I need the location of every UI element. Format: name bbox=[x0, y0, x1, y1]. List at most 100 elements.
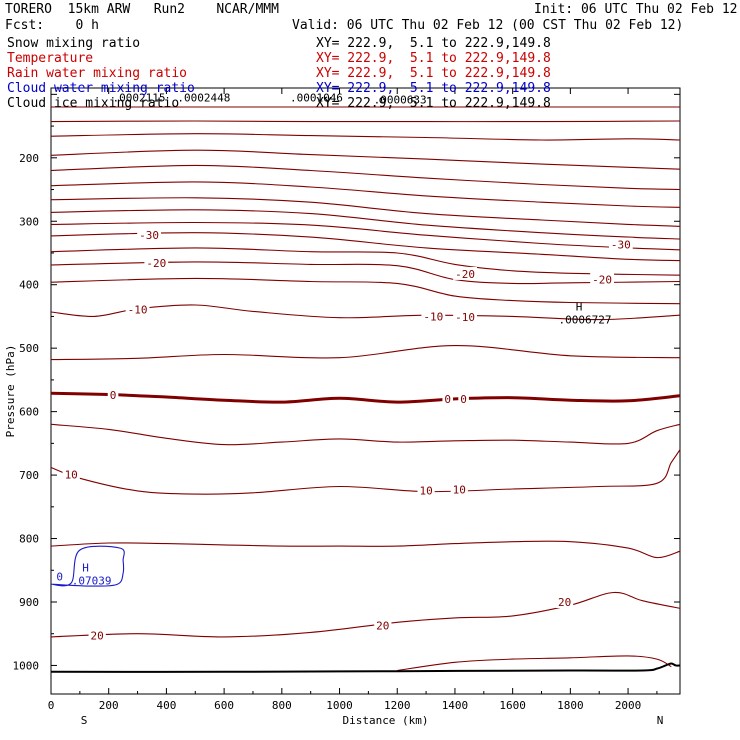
field-temperature-name: Temperature bbox=[7, 51, 94, 66]
field-cloudice-range: XY= 222.9, 5.1 to 222.9,149.8 bbox=[316, 96, 551, 111]
terrain-line bbox=[50, 662, 681, 673]
x-tick-label: 0 bbox=[48, 699, 55, 712]
temperature-contour-label: 10 bbox=[419, 484, 432, 497]
temperature-contour-label: -10 bbox=[455, 311, 475, 324]
cloud-water-max-value: .07039 bbox=[72, 575, 112, 588]
end-label-north: N bbox=[657, 714, 664, 727]
y-tick-label: 500 bbox=[19, 342, 39, 355]
temperature-contour-label: -20 bbox=[455, 268, 475, 281]
x-tick-label: 2000 bbox=[615, 699, 642, 712]
temperature-contour bbox=[50, 232, 681, 262]
forecast-hour: Fcst: 0 h bbox=[5, 18, 99, 33]
temperature-contour-label: -30 bbox=[611, 239, 631, 252]
temperature-contour bbox=[50, 423, 681, 446]
y-tick-label: 800 bbox=[19, 533, 39, 546]
end-label-south: S bbox=[81, 714, 88, 727]
temperature-contour-label-bg bbox=[144, 256, 169, 270]
temperature-contour bbox=[50, 181, 681, 208]
y-tick-label: 300 bbox=[19, 215, 39, 228]
x-tick-label: 400 bbox=[156, 699, 176, 712]
x-tick-label: 800 bbox=[272, 699, 292, 712]
valid-time: Valid: 06 UTC Thu 02 Feb 12 (00 CST Thu … bbox=[292, 18, 684, 33]
x-tick-label: 1400 bbox=[442, 699, 469, 712]
x-tick-label: 1600 bbox=[499, 699, 526, 712]
temperature-contour bbox=[50, 449, 681, 495]
temperature-contour bbox=[50, 164, 681, 191]
plot-frame-group: 0 200 400 600 800 1000 1200 1400 1600 1800 2000200… bbox=[4, 87, 681, 727]
temperature-contour-label-bg bbox=[125, 302, 150, 316]
y-tick-label: 700 bbox=[19, 469, 39, 482]
temperature-contour-label-bg bbox=[608, 237, 633, 251]
temperature-contour bbox=[50, 120, 681, 123]
temperature-contour bbox=[50, 304, 681, 321]
temperature-contour-label-bg bbox=[137, 228, 162, 242]
temperature-contour bbox=[50, 391, 681, 404]
temperature-contour bbox=[50, 591, 681, 638]
contour-group bbox=[50, 106, 681, 673]
temperature-contour-label-bg bbox=[421, 309, 446, 323]
temperature-contour-label: 20 bbox=[376, 619, 389, 632]
x-tick-label: 1000 bbox=[326, 699, 353, 712]
cloud-water-contour-label-bg bbox=[54, 569, 65, 583]
temperature-contour-label: 20 bbox=[91, 630, 104, 643]
temperature-contour-label-bg bbox=[450, 482, 468, 496]
x-tick-label: 1200 bbox=[384, 699, 411, 712]
field-rain-name: Rain water mixing ratio bbox=[7, 66, 188, 81]
x-tick-label: 600 bbox=[214, 699, 234, 712]
temperature-contour bbox=[50, 540, 681, 559]
field-snow-range: XY= 222.9, 5.1 to 222.9,149.8 bbox=[316, 36, 551, 51]
x-tick-label: 200 bbox=[99, 699, 119, 712]
temperature-contour-label-bg bbox=[442, 391, 454, 405]
temperature-contour bbox=[50, 261, 681, 285]
field-snow-name: Snow mixing ratio bbox=[7, 36, 141, 51]
y-tick-label: 900 bbox=[19, 596, 39, 609]
cloud-water-max-h: H bbox=[82, 562, 89, 575]
temperature-contour-label: 10 bbox=[453, 484, 466, 497]
cloud-water-contour-label: 0 bbox=[56, 571, 63, 584]
temperature-contour-label: -20 bbox=[592, 274, 612, 287]
plot-frame bbox=[50, 87, 681, 695]
field-cloudwater-name: Cloud water mixing ratio bbox=[7, 81, 195, 96]
temperature-contour-label: -20 bbox=[146, 257, 166, 270]
y-axis-title: Pressure (hPa) bbox=[4, 345, 17, 438]
temperature-contour bbox=[50, 133, 681, 141]
x-tick-label: 1800 bbox=[557, 699, 584, 712]
init-time: Init: 06 UTC Thu 02 Feb 12 bbox=[534, 2, 738, 17]
temperature-contour bbox=[50, 209, 681, 240]
temperature-contour bbox=[397, 655, 672, 672]
y-tick-label: 1000 bbox=[13, 659, 40, 672]
field-rain-range: XY= 222.9, 5.1 to 222.9,149.8 bbox=[316, 66, 551, 81]
temperature-contour-label: 0 bbox=[460, 393, 467, 406]
temperature-contour-label: -10 bbox=[128, 303, 148, 316]
temperature-contour-label-bg bbox=[453, 310, 477, 324]
temperature-contour bbox=[50, 247, 681, 276]
temperature-contour-label: 0 bbox=[444, 393, 451, 406]
temperature-contour-label: 10 bbox=[65, 468, 78, 481]
temperature-contour-label: -30 bbox=[139, 229, 159, 242]
temperature-contour-label-bg bbox=[417, 483, 435, 497]
field-temperature-range: XY= 222.9, 5.1 to 222.9,149.8 bbox=[316, 51, 551, 66]
field-max-h: H bbox=[576, 301, 583, 314]
temperature-contour-label-bg bbox=[374, 618, 392, 632]
temperature-contour bbox=[50, 197, 681, 227]
y-tick-label: 400 bbox=[19, 279, 39, 292]
temperature-contour-label: 0 bbox=[110, 389, 117, 402]
field-cloudwater-range: XY= 222.9, 5.1 to 222.9,149.8 bbox=[316, 81, 551, 96]
temperature-contour-label: -10 bbox=[423, 310, 443, 323]
temperature-contour bbox=[50, 345, 681, 361]
field-cloudice-name: Cloud ice mixing ratio bbox=[7, 96, 180, 111]
cloud-water-contour bbox=[50, 545, 125, 587]
temperature-contour-label-bg bbox=[555, 594, 574, 608]
temperature-contour-label-bg bbox=[62, 467, 80, 481]
temperature-contour bbox=[50, 149, 681, 170]
field-max-value: .0006727 bbox=[559, 314, 612, 327]
snow-max-label: .0001046 bbox=[290, 92, 343, 105]
temperature-contour bbox=[50, 277, 681, 305]
snow-max-label: .0002115 bbox=[113, 92, 166, 105]
temperature-contour-label-bg bbox=[458, 391, 469, 405]
y-tick-label: 200 bbox=[19, 152, 39, 165]
snow-max-label: .0000633 bbox=[374, 93, 427, 106]
temperature-contour-label: 20 bbox=[558, 596, 571, 609]
